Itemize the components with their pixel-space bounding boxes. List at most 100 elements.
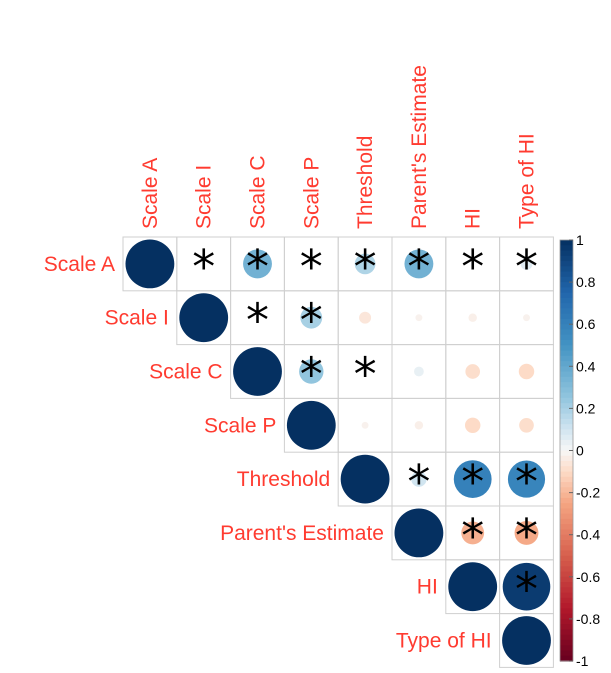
colorbar-segment: [560, 445, 573, 452]
significance-star-2-4: *: [354, 348, 377, 402]
corr-circle-scale-p-parent-s-estimate: [414, 421, 424, 430]
colorbar-segment: [560, 566, 573, 573]
colorbar-segment: [560, 345, 573, 352]
corr-circle-scale-c-hi: [465, 364, 481, 379]
column-label-parent-s-estimate: Parent's Estimate: [408, 65, 431, 229]
row-label-scale-i: Scale I: [105, 307, 169, 330]
colorbar-segment: [560, 240, 573, 246]
corr-circle-threshold-hi: [453, 460, 492, 498]
colorbar-segment: [560, 634, 573, 641]
colorbar-segment: [560, 524, 573, 531]
colorbar-segment: [560, 629, 573, 636]
colorbar-segment: [560, 482, 573, 488]
colorbar-segment: [560, 508, 573, 515]
colorbar-segment: [560, 313, 573, 320]
colorbar-segment: [560, 513, 573, 520]
colorbar-segment: [560, 492, 573, 499]
column-label-scale-c: Scale C: [247, 155, 270, 229]
colorbar-tick-label: 0.2: [576, 400, 596, 416]
significance-star-0-2: *: [246, 240, 269, 294]
row-label-parent-s-estimate: Parent's Estimate: [220, 522, 384, 545]
significance-star-4-7: *: [515, 455, 538, 509]
corr-circle-scale-a-parent-s-estimate: [404, 249, 434, 279]
corr-circle-scale-c-type-of-hi: [518, 363, 535, 380]
corr-circle-scale-a-scale-c: [243, 249, 272, 279]
colorbar-tick-label: 0: [576, 443, 584, 459]
colorbar-segment: [560, 339, 573, 346]
colorbar-segment: [560, 613, 573, 620]
significance-star-5-7: *: [515, 509, 538, 563]
colorbar-segment: [560, 455, 573, 462]
corr-circle-scale-c-parent-s-estimate: [414, 366, 424, 377]
colorbar-segment: [560, 429, 573, 436]
grid-lines: [122, 236, 554, 668]
colorbar-segment: [560, 592, 573, 599]
colorbar-segment: [560, 561, 573, 567]
colorbar-segment: [560, 334, 573, 341]
colorbar-segment: [560, 308, 573, 315]
corr-circle-scale-a-threshold: [354, 253, 376, 275]
corr-circle-threshold-parent-s-estimate: [411, 471, 427, 487]
colorbar-segment: [560, 371, 573, 378]
corr-circle-hi-hi: [448, 562, 498, 612]
colorbar-segment: [560, 571, 573, 578]
row-labels: Scale A Scale I Scale C Scale P Threshold Par…: [44, 253, 492, 653]
colorbar-segment: [560, 603, 573, 609]
colorbar-segment: [560, 576, 573, 583]
colorbar-segment: [560, 255, 573, 262]
colorbar-segment: [560, 361, 573, 367]
colorbar-segment: [560, 539, 573, 546]
colorbar-segment: [560, 471, 573, 478]
colorbar-segment: [560, 397, 573, 404]
colorbar-segment: [560, 487, 573, 494]
corr-circle-threshold-type-of-hi: [507, 460, 546, 498]
colorbar-segment: [560, 245, 573, 252]
colorbar-segment: [560, 297, 573, 304]
colorbar-segment: [560, 413, 573, 420]
colorbar-segment: [560, 266, 573, 273]
corr-circle-type-of-hi-type-of-hi: [502, 616, 551, 665]
colorbar-segment: [560, 545, 573, 552]
significance-star-0-7: *: [515, 240, 538, 294]
row-label-scale-c: Scale C: [149, 361, 223, 384]
significance-star-1-3: *: [300, 294, 323, 348]
column-label-threshold: Threshold: [354, 136, 377, 229]
corr-circle-scale-p-threshold: [361, 421, 369, 429]
colorbar-tick-label: 1: [576, 232, 584, 248]
significance-star-0-1: *: [192, 240, 215, 294]
significance-star-0-6: *: [461, 240, 484, 294]
column-label-scale-i: Scale I: [193, 165, 216, 229]
colorbar-segment: [560, 387, 573, 394]
corr-circle-scale-a-type-of-hi: [520, 257, 533, 270]
colorbar-segment: [560, 324, 573, 331]
colorbar-segment: [560, 550, 573, 557]
column-labels: Scale A Scale I Scale C Scale P Threshold Par…: [139, 65, 539, 229]
corr-circle-scale-c-scale-p: [299, 359, 324, 384]
significance-star-1-2: *: [246, 294, 269, 348]
significance-star-2-3: *: [300, 348, 323, 402]
corr-circle-parent-s-estimate-type-of-hi: [514, 520, 539, 545]
corr-circle-threshold-threshold: [340, 454, 390, 504]
colorbar-segment: [560, 476, 573, 483]
colorbar-segment: [560, 292, 573, 299]
row-label-hi: HI: [417, 576, 438, 599]
grid-cell-7-7: [499, 613, 554, 668]
corr-circle-scale-i-threshold: [359, 311, 372, 324]
colorbar-segment: [560, 408, 573, 415]
corr-circle-scale-i-type-of-hi: [523, 314, 530, 322]
colorbar-tick-label: -0.8: [576, 611, 600, 627]
colorbar: 1 0.8 0.6 0.4 0.2 0 -0.2 -0.4 -0.6 -0.8 -1: [559, 232, 600, 669]
colorbar-segment: [560, 461, 573, 467]
colorbar-segment: [560, 529, 573, 536]
colorbar-segment: [560, 450, 573, 457]
significance-star-0-4: *: [354, 240, 377, 294]
colorbar-segment: [560, 418, 573, 425]
corr-circle-scale-i-parent-s-estimate: [415, 314, 423, 322]
colorbar-segment: [560, 366, 573, 373]
significance-star-6-7: *: [515, 563, 538, 617]
colorbar-tick-label: -1: [576, 653, 589, 669]
colorbar-segment: [560, 582, 573, 588]
row-label-threshold: Threshold: [237, 468, 330, 491]
colorbar-segment: [560, 597, 573, 604]
colorbar-tick-label: 0.4: [576, 358, 596, 374]
